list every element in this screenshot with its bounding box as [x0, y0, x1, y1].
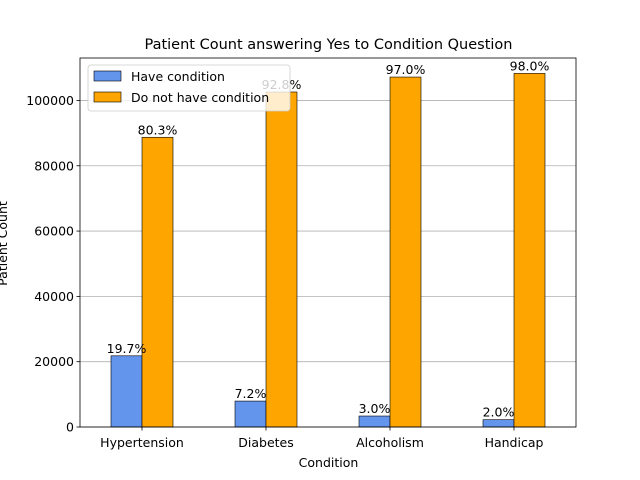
bar-no-condition-hypertension: [141, 136, 174, 428]
data-label: 3.0%: [359, 401, 391, 416]
x-tick-label: Handicap: [485, 435, 544, 450]
x-tick-label: Hypertension: [100, 435, 184, 450]
y-tick-label: 80000: [34, 158, 74, 173]
data-label: 97.0%: [386, 62, 426, 77]
x-axis-label: Condition: [299, 455, 359, 470]
y-tick-label: 0: [66, 420, 74, 435]
data-label: 80.3%: [138, 122, 178, 137]
y-axis-label: Patient Count: [0, 201, 10, 286]
data-label: 98.0%: [510, 58, 550, 73]
legend: Have condition Do not have condition: [87, 64, 291, 112]
y-axis: 0 20000 40000 60000 80000 100000: [26, 93, 80, 435]
data-label: 2.0%: [483, 405, 515, 420]
bar-no-condition-alcoholism: [389, 76, 422, 428]
y-tick-label: 40000: [34, 289, 74, 304]
x-tick-label: Diabetes: [238, 435, 294, 450]
x-tick-label: Alcoholism: [356, 435, 424, 450]
legend-swatch: [93, 70, 122, 82]
x-axis: Hypertension Diabetes Alcoholism Handicap: [100, 427, 543, 450]
legend-label: Do not have condition: [131, 90, 269, 105]
bar-have-condition-diabetes: [234, 400, 267, 428]
legend-swatch: [93, 91, 122, 103]
bar-have-condition-alcoholism: [358, 415, 391, 428]
y-tick-label: 20000: [34, 354, 74, 369]
bar-no-condition-diabetes: [265, 91, 298, 428]
axes-frame: [79, 57, 577, 428]
legend-box: [87, 64, 291, 112]
data-label: 7.2%: [235, 386, 267, 401]
data-label: 19.7%: [107, 341, 147, 356]
y-tick-label: 60000: [34, 224, 74, 239]
bar-have-condition-hypertension: [110, 355, 143, 428]
chart-title: Patient Count answering Yes to Condition…: [144, 37, 512, 53]
legend-label: Have condition: [131, 69, 225, 84]
plot-frame: [79, 57, 577, 428]
bar-have-condition-handicap: [482, 419, 515, 428]
y-tick-label: 100000: [26, 93, 74, 108]
bars: [110, 73, 546, 428]
bar-no-condition-handicap: [513, 73, 546, 428]
